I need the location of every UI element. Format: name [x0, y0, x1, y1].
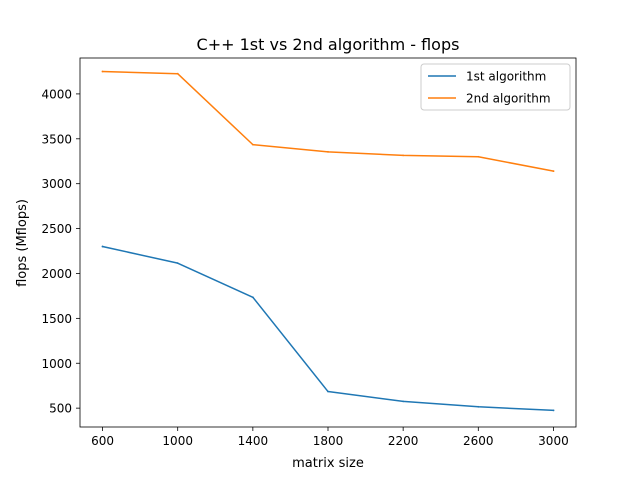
- legend-label-1: 1st algorithm: [466, 70, 546, 84]
- data-point-series-1-5: [477, 405, 480, 408]
- data-point-series-2-6: [552, 170, 555, 173]
- data-point-series-1-1: [176, 262, 179, 265]
- x-tick-label: 1400: [238, 434, 269, 448]
- data-point-series-2-5: [477, 155, 480, 158]
- data-point-series-1-4: [402, 400, 405, 403]
- legend: 1st algorithm 2nd algorithm: [420, 63, 571, 111]
- x-tick-label: 600: [91, 434, 114, 448]
- y-tick-label: 1500: [41, 312, 72, 326]
- chart-title: C++ 1st vs 2nd algorithm - flops: [197, 35, 460, 54]
- legend-label-2: 2nd algorithm: [466, 92, 551, 106]
- legend-box: [420, 63, 571, 111]
- data-point-series-2-3: [327, 150, 329, 153]
- data-point-series-2-2: [251, 143, 254, 146]
- data-point-series-1-6: [552, 409, 555, 412]
- data-point-series-1-2: [251, 296, 254, 299]
- x-tick-label: 1800: [313, 434, 344, 448]
- data-point-series-2-1: [176, 72, 179, 75]
- y-tick-label: 2000: [41, 267, 72, 281]
- y-axis-label: flops (Mflops): [15, 199, 30, 287]
- x-axis-label: matrix size: [292, 456, 364, 471]
- x-tick-label: 2200: [388, 434, 419, 448]
- data-point-series-1-3: [327, 390, 329, 393]
- y-tick-label: 2500: [41, 222, 72, 236]
- y-tick-label: 1000: [41, 357, 72, 371]
- y-tick-label: 3500: [41, 132, 72, 146]
- data-point-series-2-0: [101, 70, 104, 73]
- data-point-series-1-0: [101, 245, 104, 248]
- y-tick-label: 500: [49, 402, 72, 416]
- x-tick-label: 1000: [162, 434, 193, 448]
- y-tick-label: 4000: [41, 87, 72, 101]
- axes-layer: 600 1000 1400 1800 2200 2600 3000 500 1000 1500 20…: [41, 57, 577, 448]
- x-tick-label: 3000: [538, 434, 569, 448]
- y-tick-label: 3000: [41, 177, 72, 191]
- x-tick-label: 2600: [463, 434, 494, 448]
- data-point-series-2-4: [402, 154, 405, 157]
- series-layer: [101, 70, 555, 412]
